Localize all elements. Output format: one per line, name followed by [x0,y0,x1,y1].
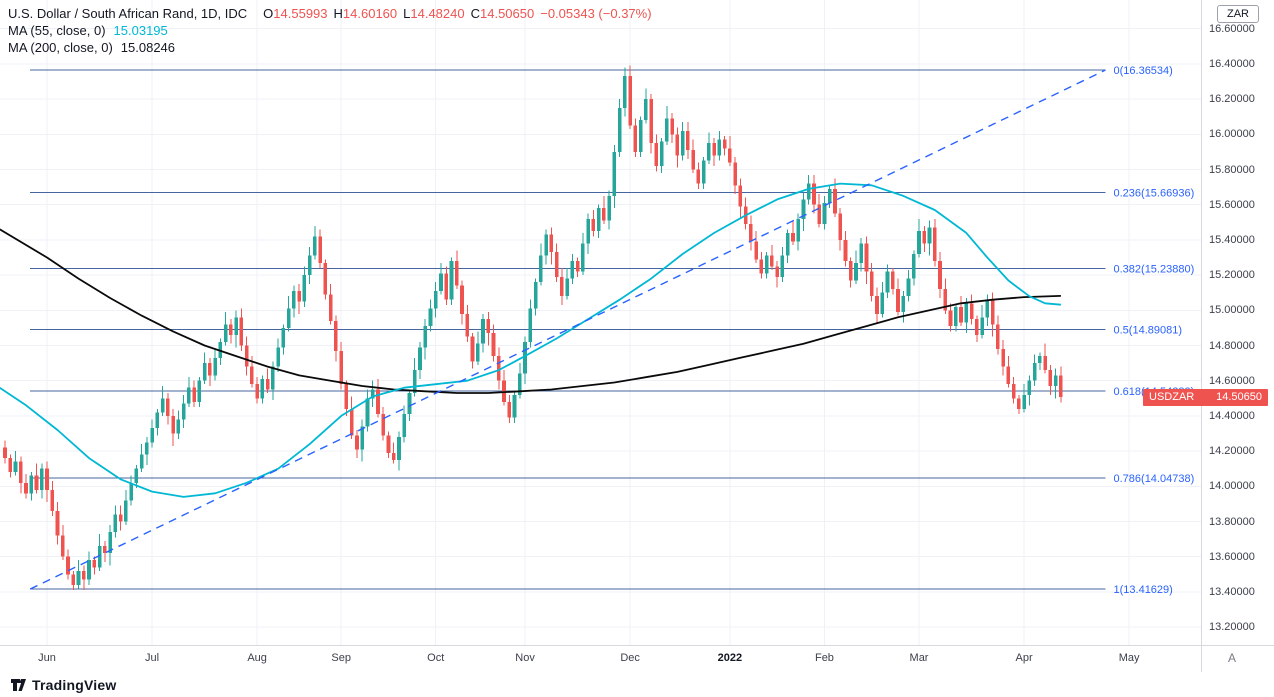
fibonacci-retracement-lines[interactable] [30,69,1106,590]
time-axis-label: May [1118,652,1140,664]
time-axis-label: Nov [515,652,535,664]
time-axis-label: Jun [38,652,56,664]
low-label: L [403,6,411,21]
currency-badge: ZAR [1217,5,1259,23]
price-axis-label: 16.40000 [1209,57,1255,70]
open-value: 14.55993 [273,6,328,21]
legend-symbol-row[interactable]: U.S. Dollar / South African Rand, 1D, ID… [8,5,652,22]
ma55-label[interactable]: MA (55, close, 0) [8,23,106,38]
time-axis-label: Aug [247,652,267,664]
time-axis[interactable]: Jun Jul Aug Sep Oct Nov Dec 2022 Feb Mar Apr May [0,645,1201,673]
price-axis-label: 16.00000 [1209,128,1255,141]
fib-level-label: 1(13.41629) [1114,584,1173,596]
time-axis-label: Dec [620,652,640,664]
tradingview-logo-icon[interactable] [10,676,27,693]
time-axis-label: Oct [427,652,445,664]
fib-level-label: 0.786(14.04738) [1114,473,1195,485]
price-axis-label: 15.60000 [1209,198,1255,211]
trendline-dashed[interactable] [29,69,1106,590]
price-axis-label: 14.20000 [1209,445,1255,458]
symbol-title[interactable]: U.S. Dollar / South African Rand, 1D, ID… [8,6,248,21]
time-axis-label: Jul [145,652,160,664]
chart-pane[interactable]: 0(16.36534) 0.236(15.66936) 0.382(15.23880… [0,0,1201,645]
price-axis-label: 14.80000 [1209,339,1255,352]
price-axis-label: 13.20000 [1209,621,1255,634]
ma200-label[interactable]: MA (200, close, 0) [8,40,113,55]
price-axis-label: 13.40000 [1209,585,1255,598]
low-value: 14.48240 [410,6,465,21]
grid-lines [0,0,1201,645]
high-label: H [333,6,343,21]
price-axis-label: 16.60000 [1209,22,1255,35]
ma200-value: 15.08246 [120,40,176,55]
ma-55-line[interactable] [0,182,1061,498]
last-price-badge: USDZAR 14.50650 [1143,388,1268,406]
fib-level-label: 0.5(14.89081) [1114,325,1183,337]
price-axis-label: 15.80000 [1209,163,1255,176]
ma55-value: 15.03195 [113,23,168,38]
price-axis-label: 14.00000 [1209,480,1255,493]
ma-200-line[interactable] [0,228,1061,394]
legend-ma200-row[interactable]: MA (200, close, 0) 15.08246 [8,39,652,56]
price-axis-label: 15.00000 [1209,304,1255,317]
time-axis-label: Apr [1015,652,1033,664]
price-axis-label: 13.80000 [1209,515,1255,528]
candlestick-series[interactable] [3,65,1063,591]
legend-ma55-row[interactable]: MA (55, close, 0) 15.03195 [8,22,652,39]
tradingview-wordmark[interactable]: TradingView [32,677,117,693]
close-value: 14.50650 [480,6,535,21]
auto-scale-button[interactable]: A [1227,651,1236,665]
price-axis-label: 13.60000 [1209,550,1255,563]
price-axis[interactable]: ZAR 16.60000 16.40000 16.20000 16.00000 15.8… [1201,0,1274,645]
fib-level-label: 0.236(15.66936) [1114,187,1195,199]
fib-level-label: 0(16.36534) [1114,65,1173,77]
last-price-symbol: USDZAR [1149,391,1195,404]
chart-legend: U.S. Dollar / South African Rand, 1D, ID… [8,5,652,56]
time-axis-label: Feb [814,652,834,664]
time-axis-label: 2022 [717,652,743,664]
price-axis-label: 15.40000 [1209,233,1255,246]
change-value: −0.05343 (−0.37%) [540,6,652,21]
price-chart[interactable]: 0(16.36534) 0.236(15.66936) 0.382(15.23880… [0,0,1201,645]
price-axis-label: 14.60000 [1209,374,1255,387]
high-value: 14.60160 [342,6,398,21]
fib-level-label: 0.382(15.23880) [1114,263,1195,275]
fibonacci-level-labels: 0(16.36534) 0.236(15.66936) 0.382(15.23880… [1114,65,1195,596]
price-axis-label: 15.20000 [1209,269,1255,282]
last-price-value: 14.50650 [1216,391,1262,404]
footer-bar: TradingView [0,672,1274,697]
price-axis-label: 14.40000 [1209,409,1255,422]
axis-corner: A [1201,645,1274,672]
open-label: O [263,6,274,21]
close-label: C [470,6,480,21]
time-axis-label: Mar [909,652,929,664]
price-axis-label: 16.20000 [1209,93,1255,106]
time-axis-label: Sep [331,652,351,664]
